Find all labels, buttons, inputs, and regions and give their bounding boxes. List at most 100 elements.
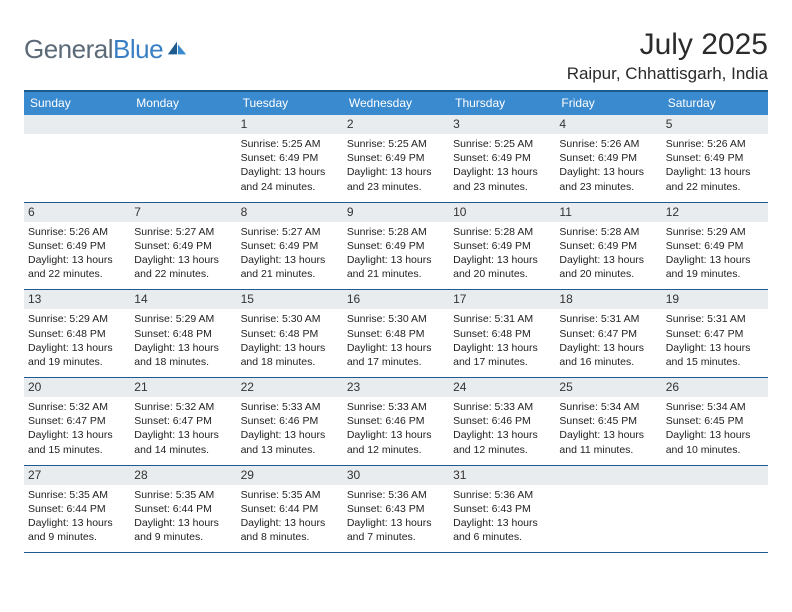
day-header-cell: Friday [555,92,661,115]
sunset-line: Sunset: 6:47 PM [666,327,764,341]
daylight-line: Daylight: 13 hours and 23 minutes. [559,165,657,193]
day-cell: 2Sunrise: 5:25 AMSunset: 6:49 PMDaylight… [343,115,449,202]
sunrise-line: Sunrise: 5:26 AM [28,225,126,239]
daylight-line: Daylight: 13 hours and 21 minutes. [347,253,445,281]
day-details: Sunrise: 5:26 AMSunset: 6:49 PMDaylight:… [28,225,126,282]
day-cell: 21 Sunrise: 5:32 AMSunset: 6:47 PMDayligh… [130,378,236,465]
day-details: Sunrise: 5:30 AMSunset: 6:48 PMDaylight:… [347,312,445,369]
day-details: Sunrise: 5:35 AMSunset: 6:44 PMDaylight:… [134,488,232,545]
day-number: 15 [237,290,343,309]
day-details: Sunrise: 5:36 AMSunset: 6:43 PMDaylight:… [453,488,551,545]
day-details: Sunrise: 5:26 AMSunset: 6:49 PMDaylight:… [559,137,657,194]
daylight-line: Daylight: 13 hours and 18 minutes. [134,341,232,369]
day-cell [130,115,236,202]
day-number [130,115,236,134]
day-details: Sunrise: 5:25 AMSunset: 6:49 PMDaylight:… [347,137,445,194]
sunrise-line: Sunrise: 5:28 AM [347,225,445,239]
title-block: July 2025 Raipur, Chhattisgarh, India [567,28,768,84]
sunrise-line: Sunrise: 5:31 AM [666,312,764,326]
sunset-line: Sunset: 6:43 PM [347,502,445,516]
day-cell: 14 Sunrise: 5:29 AMSunset: 6:48 PMDayligh… [130,290,236,377]
day-cell: 6 Sunrise: 5:26 AMSunset: 6:49 PMDaylight… [24,203,130,290]
daylight-line: Daylight: 13 hours and 22 minutes. [28,253,126,281]
sunset-line: Sunset: 6:47 PM [134,414,232,428]
day-details: Sunrise: 5:35 AMSunset: 6:44 PMDaylight:… [241,488,339,545]
day-cell: 3Sunrise: 5:25 AMSunset: 6:49 PMDaylight… [449,115,555,202]
day-header-cell: Wednesday [343,92,449,115]
daylight-line: Daylight: 13 hours and 9 minutes. [134,516,232,544]
sunset-line: Sunset: 6:44 PM [241,502,339,516]
day-cell: 1 Sunrise: 5:25 AMSunset: 6:49 PMDaylight… [237,115,343,202]
brand-logo: GeneralBlue [24,34,188,65]
sunset-line: Sunset: 6:49 PM [347,151,445,165]
sunset-line: Sunset: 6:49 PM [559,151,657,165]
day-details: Sunrise: 5:25 AMSunset: 6:49 PMDaylight:… [241,137,339,194]
day-details: Sunrise: 5:32 AMSunset: 6:47 PMDaylight:… [134,400,232,457]
sunset-line: Sunset: 6:49 PM [347,239,445,253]
sunrise-line: Sunrise: 5:33 AM [241,400,339,414]
sunrise-line: Sunrise: 5:35 AM [134,488,232,502]
brand-name: GeneralBlue [24,34,163,65]
sunset-line: Sunset: 6:49 PM [241,151,339,165]
daylight-line: Daylight: 13 hours and 19 minutes. [666,253,764,281]
sunset-line: Sunset: 6:49 PM [453,151,551,165]
week-row: 1Sunrise: 5:25 AMSunset: 6:49 PMDaylight… [24,115,768,203]
sunrise-line: Sunrise: 5:35 AM [28,488,126,502]
day-header-cell: Tuesday [237,92,343,115]
daylight-line: Daylight: 13 hours and 15 minutes. [28,428,126,456]
day-details: Sunrise: 5:28 AMSunset: 6:49 PMDaylight:… [347,225,445,282]
daylight-line: Daylight: 13 hours and 17 minutes. [347,341,445,369]
day-cell: 8Sunrise: 5:27 AMSunset: 6:49 PMDaylight… [237,203,343,290]
day-number [24,115,130,134]
sunrise-line: Sunrise: 5:36 AM [347,488,445,502]
day-number: 10 [449,203,555,222]
day-number: 5 [662,115,768,134]
sunset-line: Sunset: 6:49 PM [666,239,764,253]
daylight-line: Daylight: 13 hours and 13 minutes. [241,428,339,456]
sunset-line: Sunset: 6:48 PM [134,327,232,341]
daylight-line: Daylight: 13 hours and 12 minutes. [347,428,445,456]
day-header-cell: Thursday [449,92,555,115]
day-number: 21 [130,378,236,397]
day-cell: 31Sunrise: 5:36 AMSunset: 6:43 PMDayligh… [449,466,555,553]
day-number: 14 [130,290,236,309]
sunrise-line: Sunrise: 5:27 AM [241,225,339,239]
sunrise-line: Sunrise: 5:29 AM [134,312,232,326]
day-number: 23 [343,378,449,397]
day-number: 1 [237,115,343,134]
week-row: 27Sunrise: 5:35 AMSunset: 6:44 PMDayligh… [24,466,768,554]
day-details: Sunrise: 5:29 AMSunset: 6:48 PMDaylight:… [134,312,232,369]
sunset-line: Sunset: 6:49 PM [134,239,232,253]
daylight-line: Daylight: 13 hours and 20 minutes. [559,253,657,281]
sunrise-line: Sunrise: 5:30 AM [347,312,445,326]
day-details: Sunrise: 5:32 AMSunset: 6:47 PMDaylight:… [28,400,126,457]
daylight-line: Daylight: 13 hours and 21 minutes. [241,253,339,281]
day-number: 3 [449,115,555,134]
day-details: Sunrise: 5:26 AMSunset: 6:49 PMDaylight:… [666,137,764,194]
sunset-line: Sunset: 6:47 PM [28,414,126,428]
daylight-line: Daylight: 13 hours and 10 minutes. [666,428,764,456]
sunrise-line: Sunrise: 5:33 AM [453,400,551,414]
day-cell: 29Sunrise: 5:35 AMSunset: 6:44 PMDayligh… [237,466,343,553]
sunrise-line: Sunrise: 5:29 AM [28,312,126,326]
sunset-line: Sunset: 6:45 PM [666,414,764,428]
sunset-line: Sunset: 6:44 PM [28,502,126,516]
day-cell: 19Sunrise: 5:31 AMSunset: 6:47 PMDayligh… [662,290,768,377]
sunrise-line: Sunrise: 5:25 AM [453,137,551,151]
daylight-line: Daylight: 13 hours and 12 minutes. [453,428,551,456]
day-number: 22 [237,378,343,397]
day-details: Sunrise: 5:31 AMSunset: 6:47 PMDaylight:… [666,312,764,369]
day-header-cell: Monday [130,92,236,115]
sunset-line: Sunset: 6:44 PM [134,502,232,516]
day-number: 17 [449,290,555,309]
day-details: Sunrise: 5:29 AMSunset: 6:48 PMDaylight:… [28,312,126,369]
sunrise-line: Sunrise: 5:35 AM [241,488,339,502]
day-number: 18 [555,290,661,309]
day-cell: 17Sunrise: 5:31 AMSunset: 6:48 PMDayligh… [449,290,555,377]
sunset-line: Sunset: 6:46 PM [347,414,445,428]
day-cell: 15Sunrise: 5:30 AMSunset: 6:48 PMDayligh… [237,290,343,377]
day-number: 30 [343,466,449,485]
day-cell: 10Sunrise: 5:28 AMSunset: 6:49 PMDayligh… [449,203,555,290]
day-cell: 9Sunrise: 5:28 AMSunset: 6:49 PMDaylight… [343,203,449,290]
day-number: 6 [24,203,130,222]
